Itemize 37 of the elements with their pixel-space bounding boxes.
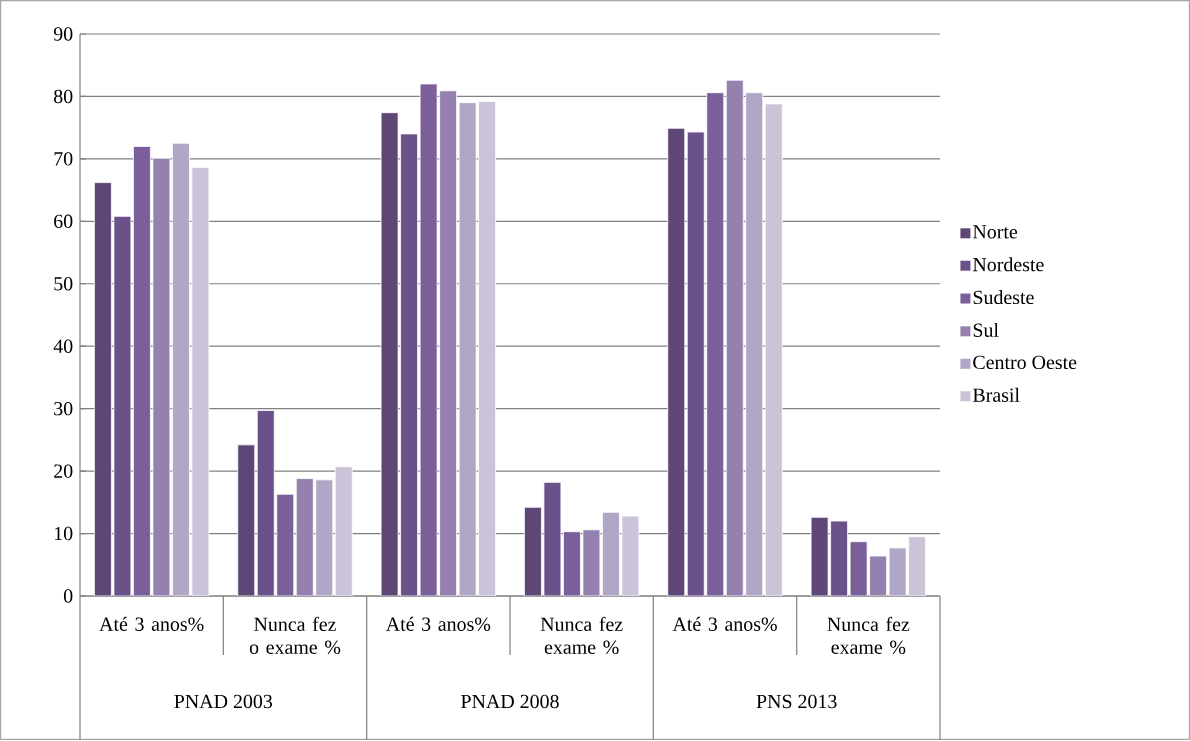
x-tick-label: Até 3 anos% [99,617,204,632]
y-tick-label: 40 [53,339,73,354]
text: PNAD 2008 [461,694,559,709]
y-tick-label: 50 [54,277,73,291]
y-tick-label: 20 [54,464,73,479]
x-tick-label: Nunca fez o exame % [249,617,341,655]
y-tick-label: 30 [54,402,73,416]
bar [295,478,314,597]
x-tick-label: Até 3 anos% [672,617,777,632]
bar [334,466,353,597]
bar [400,133,418,597]
bar [725,79,744,597]
bar [256,410,275,597]
legend-label: Norte [972,225,1018,239]
bar [237,444,256,597]
text: PNS 2013 [756,694,837,709]
text: PNAD 2003 [174,694,273,709]
x-tick-label: Nunca fez exame % [827,617,910,655]
y-tick-label: 60 [54,214,73,229]
bar [764,103,783,597]
bar [667,128,686,597]
x-tick-label: Nunca fez exame % [540,617,623,655]
x-tick-label: Até 3 anos% [385,617,491,632]
y-tick-label: 90 [53,27,73,41]
y-tick-label: 10 [54,527,73,541]
legend-label: Brasil [972,388,1020,403]
legend-label: Sul [973,323,999,338]
bar [869,555,887,597]
y-tick-label: 0 [63,589,73,603]
legend-label: Centro Oeste [973,355,1077,370]
legend-label: Nordeste [972,257,1044,272]
y-tick-label: 70 [54,152,73,166]
bar [439,90,457,597]
legend-label: Sudeste [973,290,1034,305]
y-tick-label: 80 [54,89,73,104]
bar [686,131,705,597]
bar [830,520,848,597]
